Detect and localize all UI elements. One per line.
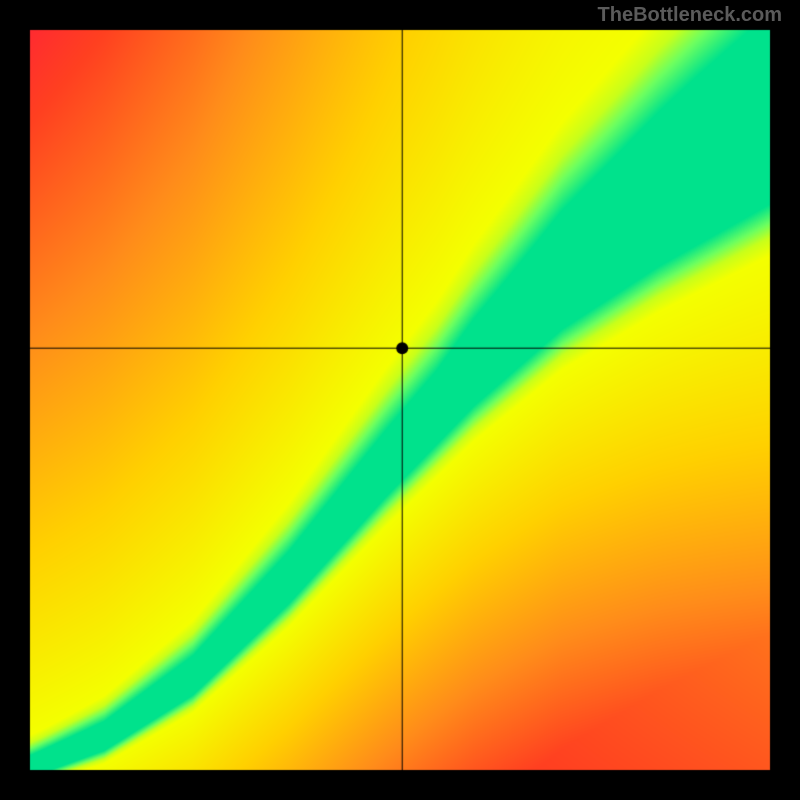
watermark-text: TheBottleneck.com xyxy=(598,4,782,27)
chart-container: TheBottleneck.com xyxy=(0,0,800,800)
heatmap-canvas xyxy=(0,0,800,800)
